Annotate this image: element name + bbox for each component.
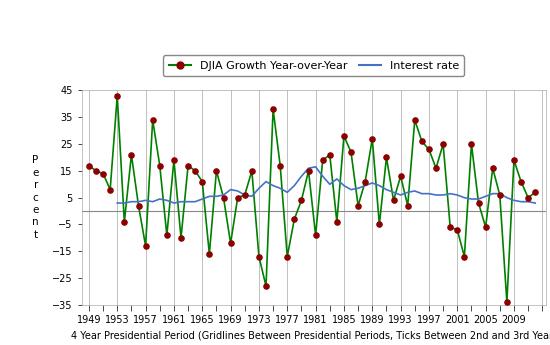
- Point: [276, 163, 284, 168]
- Point: [425, 147, 433, 152]
- Point: [524, 195, 532, 200]
- Point: [339, 133, 348, 139]
- Point: [368, 136, 377, 141]
- Point: [516, 179, 525, 184]
- Point: [127, 152, 136, 158]
- Point: [169, 157, 178, 163]
- Y-axis label: P
e
r
c
e
n
t: P e r c e n t: [32, 156, 39, 240]
- Point: [92, 168, 101, 174]
- Point: [410, 117, 419, 123]
- Point: [205, 251, 214, 257]
- Point: [382, 155, 391, 160]
- Point: [389, 198, 398, 203]
- Point: [226, 240, 235, 246]
- Point: [361, 179, 370, 184]
- Point: [496, 192, 504, 198]
- Point: [311, 233, 320, 238]
- Point: [120, 219, 129, 225]
- Point: [85, 163, 94, 168]
- Point: [467, 141, 476, 147]
- Point: [106, 187, 114, 193]
- Point: [141, 243, 150, 249]
- Point: [509, 157, 518, 163]
- Point: [396, 174, 405, 179]
- Point: [318, 157, 327, 163]
- Point: [453, 227, 461, 233]
- Point: [481, 224, 490, 230]
- Point: [233, 195, 242, 200]
- Point: [269, 107, 278, 112]
- X-axis label: 4 Year Presidential Period (Gridlines Between Presidential Periods, Ticks Betwee: 4 Year Presidential Period (Gridlines Be…: [71, 331, 550, 341]
- Point: [262, 283, 271, 289]
- Point: [184, 163, 192, 168]
- Point: [198, 179, 207, 184]
- Point: [113, 93, 122, 99]
- Point: [474, 200, 483, 206]
- Point: [332, 219, 341, 225]
- Point: [297, 198, 306, 203]
- Point: [155, 163, 164, 168]
- Point: [219, 195, 228, 200]
- Point: [290, 216, 299, 222]
- Point: [346, 149, 355, 155]
- Point: [460, 254, 469, 259]
- Point: [212, 168, 221, 174]
- Point: [354, 203, 362, 208]
- Legend: DJIA Growth Year-over-Year, Interest rate: DJIA Growth Year-over-Year, Interest rat…: [163, 55, 464, 77]
- Point: [162, 233, 171, 238]
- Point: [403, 203, 412, 208]
- Point: [432, 166, 441, 171]
- Point: [304, 168, 313, 174]
- Point: [375, 222, 384, 227]
- Point: [177, 235, 185, 240]
- Point: [488, 166, 497, 171]
- Point: [255, 254, 263, 259]
- Point: [248, 168, 256, 174]
- Point: [531, 189, 540, 195]
- Point: [326, 152, 334, 158]
- Point: [446, 224, 455, 230]
- Point: [439, 141, 448, 147]
- Point: [134, 203, 143, 208]
- Point: [283, 254, 292, 259]
- Point: [148, 117, 157, 123]
- Point: [417, 139, 426, 144]
- Point: [503, 299, 512, 305]
- Point: [240, 192, 249, 198]
- Point: [191, 168, 200, 174]
- Point: [98, 171, 107, 176]
